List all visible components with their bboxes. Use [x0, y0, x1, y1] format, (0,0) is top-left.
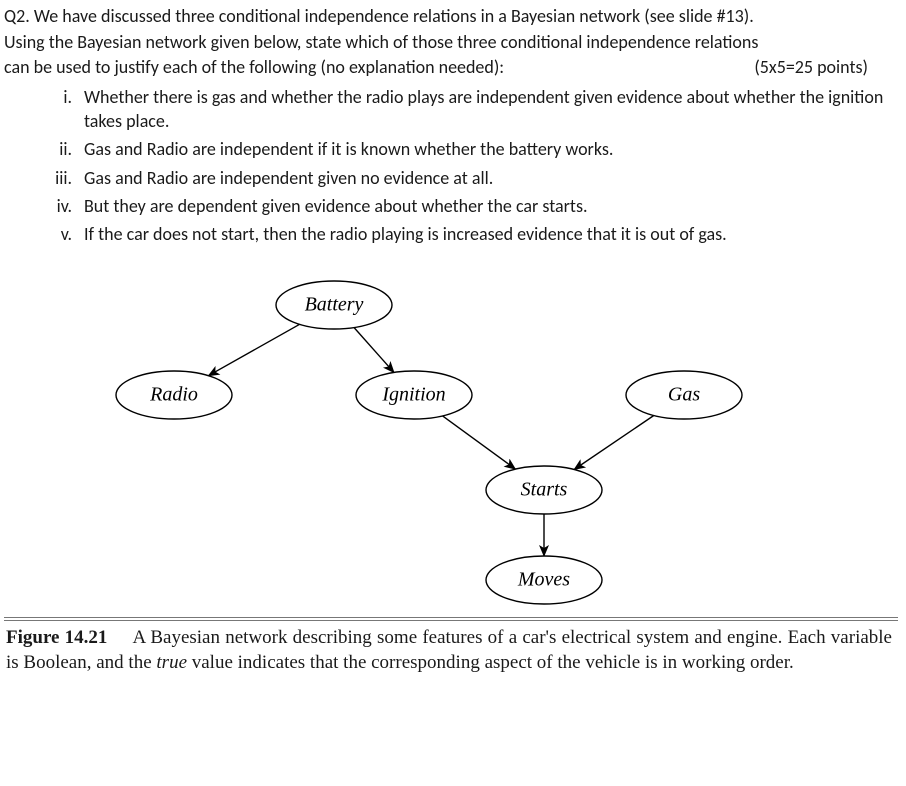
question-header: Q2. We have discussed three conditional … — [4, 4, 898, 28]
node-battery: Battery — [276, 281, 392, 329]
question-intro-line1: We have discussed three conditional inde… — [34, 5, 754, 27]
edge-ignition-starts — [443, 416, 516, 469]
question-item: ii. Gas and Radio are independent if it … — [42, 137, 898, 161]
node-gas: Gas — [626, 371, 742, 419]
question-item-text: If the car does not start, then the radi… — [84, 223, 727, 245]
question-item: v. If the car does not start, then the r… — [42, 222, 898, 246]
caption-text-after: value indicates that the corresponding a… — [187, 652, 794, 673]
question-intro-line3-text: can be used to justify each of the follo… — [4, 56, 504, 78]
question-item-num: ii. — [42, 137, 72, 161]
question-intro-line3: can be used to justify each of the follo… — [4, 55, 898, 79]
question-item-num: i. — [42, 85, 72, 109]
edge-gas-starts — [574, 415, 654, 469]
question-item-text: Gas and Radio are independent given no e… — [84, 167, 493, 189]
page-root: Q2. We have discussed three conditional … — [0, 0, 906, 686]
question-item-text: Gas and Radio are independent if it is k… — [84, 138, 613, 160]
question-item: iii. Gas and Radio are independent given… — [42, 166, 898, 190]
node-radio: Radio — [116, 371, 232, 419]
node-starts: Starts — [486, 466, 602, 514]
bayes-net-svg: Battery Radio Ignition Gas Starts Moves — [44, 265, 804, 605]
node-ignition: Ignition — [356, 371, 472, 419]
edge-battery-ignition — [354, 327, 394, 372]
svg-text:Battery: Battery — [305, 293, 364, 315]
caption-divider — [4, 617, 898, 618]
question-item-num: iii. — [42, 166, 72, 190]
figure-caption: Figure 14.21 A Bayesian network describi… — [4, 623, 898, 676]
bayes-net-diagram: Battery Radio Ignition Gas Starts Moves — [4, 265, 898, 605]
edge-battery-radio — [208, 324, 299, 375]
question-item: iv. But they are dependent given evidenc… — [42, 194, 898, 218]
caption-true-word: true — [156, 652, 187, 673]
svg-text:Moves: Moves — [517, 568, 570, 590]
svg-text:Radio: Radio — [149, 383, 198, 405]
question-item-text: But they are dependent given evidence ab… — [84, 195, 588, 217]
question-item-num: iv. — [42, 194, 72, 218]
question-items: i. Whether there is gas and whether the … — [4, 85, 898, 247]
svg-text:Gas: Gas — [668, 383, 700, 405]
question-intro-line2: Using the Bayesian network given below, … — [4, 30, 898, 54]
node-moves: Moves — [486, 556, 602, 604]
question-item-text: Whether there is gas and whether the rad… — [84, 86, 883, 132]
caption-divider — [4, 620, 898, 621]
figure-label: Figure 14.21 — [6, 627, 107, 648]
question-number: Q2. — [4, 5, 30, 27]
svg-text:Ignition: Ignition — [381, 383, 445, 405]
question-item-num: v. — [42, 222, 72, 246]
svg-text:Starts: Starts — [521, 478, 568, 500]
question-item: i. Whether there is gas and whether the … — [42, 85, 898, 134]
points-label: (5x5=25 points) — [754, 55, 898, 79]
